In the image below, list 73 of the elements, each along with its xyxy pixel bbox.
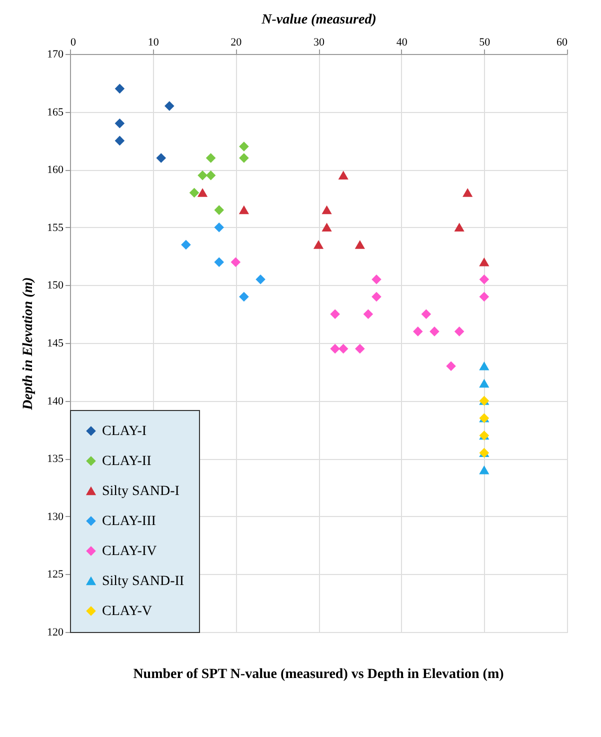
point (355, 240, 365, 249)
point (413, 326, 423, 336)
point (479, 258, 489, 266)
y-axis-title: Depth in Elevation (m) (21, 277, 36, 411)
point (446, 361, 456, 371)
point (239, 153, 249, 163)
point (214, 222, 224, 232)
legend-label: Silty SAND-II (102, 574, 184, 589)
y-tick-label: 165 (47, 106, 64, 118)
point (479, 362, 489, 370)
point (430, 326, 440, 336)
x-tick-label: 0 (70, 36, 76, 48)
point (156, 153, 166, 163)
y-tick-label: 160 (47, 164, 64, 176)
point (206, 153, 216, 163)
legend-label: CLAY-IV (102, 544, 157, 559)
y-tick-label: 170 (47, 48, 64, 60)
point (322, 206, 332, 214)
point (256, 274, 266, 284)
legend-label: CLAY-V (102, 604, 152, 619)
y-tick-label: 120 (47, 626, 64, 638)
x-tick-label: 50 (479, 36, 491, 48)
point (454, 326, 464, 336)
y-tick-label: 130 (47, 510, 64, 523)
point (479, 466, 489, 474)
point (322, 223, 332, 232)
point (115, 84, 124, 94)
point (479, 292, 489, 302)
x-tick-label: 20 (230, 36, 242, 48)
y-tick-label: 150 (47, 280, 64, 292)
point (164, 101, 174, 111)
y-tick-label: 145 (47, 338, 64, 350)
x-tick-label: 60 (556, 36, 568, 48)
x-tick-label: 40 (396, 36, 408, 48)
x-tick-label: 10 (148, 36, 160, 48)
point (239, 206, 249, 214)
y-tick-label: 125 (47, 568, 64, 581)
point (314, 240, 324, 249)
point (454, 223, 464, 232)
legend-label: Silty SAND-I (102, 484, 180, 499)
point (364, 309, 373, 319)
x-axis-title: N-value (measured) (260, 12, 376, 28)
point (479, 274, 489, 284)
legend-label: CLAY-III (102, 514, 156, 529)
point (181, 240, 191, 250)
point (190, 188, 199, 198)
point (206, 170, 216, 180)
point (372, 292, 382, 302)
point (230, 257, 240, 267)
y-tick-label: 140 (47, 395, 64, 408)
point (239, 292, 249, 302)
y-tick-label: 135 (47, 453, 64, 466)
point (338, 344, 348, 354)
point (198, 170, 208, 180)
point (372, 274, 382, 284)
point (115, 118, 124, 128)
point (355, 344, 365, 354)
point (214, 205, 224, 215)
point (198, 188, 208, 197)
text: Number of SPT N-value (measured) vs Depth in Elevation (m) (133, 667, 504, 682)
point (338, 171, 348, 180)
legend-label: CLAY-I (102, 424, 147, 439)
point (330, 309, 340, 319)
point (214, 257, 224, 267)
y-tick-label: 155 (47, 222, 64, 234)
point (479, 379, 489, 388)
point (330, 344, 340, 354)
point (422, 309, 431, 319)
legend-label: CLAY-II (102, 454, 152, 469)
x-tick-label: 30 (314, 36, 325, 48)
point (115, 136, 124, 146)
point (462, 188, 472, 197)
point (239, 142, 249, 152)
